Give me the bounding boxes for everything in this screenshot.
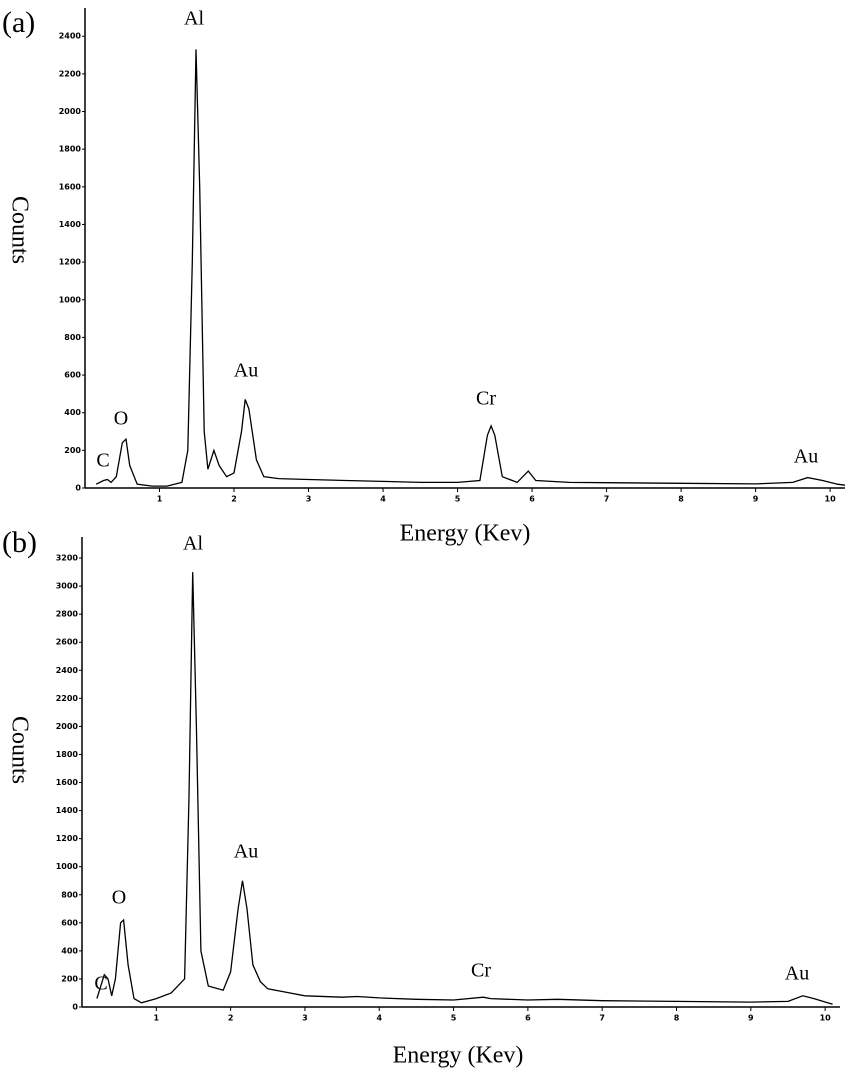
y-tick-label: 200	[61, 974, 78, 983]
y-tick-label: 600	[64, 371, 81, 380]
x-tick-label: 1	[157, 495, 163, 504]
y-tick-label: 1800	[56, 750, 79, 759]
y-tick-label: 200	[64, 446, 81, 455]
x-tick-label: 10	[825, 495, 837, 504]
peak-label: Al	[183, 533, 203, 555]
y-tick-label: 400	[61, 946, 78, 955]
y-tick-label: 1600	[59, 182, 82, 191]
peak-label: C	[94, 973, 107, 995]
y-tick-label: 600	[61, 918, 78, 927]
peak-label: Au	[785, 963, 809, 985]
peak-label: Cr	[471, 960, 491, 982]
y-tick-label: 3200	[56, 554, 79, 563]
peak-label: Au	[794, 446, 818, 468]
y-tick-label: 2600	[56, 638, 79, 647]
y-tick-label: 1000	[56, 862, 79, 871]
y-tick-label: 2000	[59, 107, 82, 116]
x-tick-label: 4	[380, 495, 386, 504]
x-tick-label: 3	[302, 1014, 308, 1023]
y-tick-label: 2800	[56, 610, 79, 619]
y-tick-label: 800	[64, 333, 81, 342]
x-tick-label: 6	[525, 1014, 531, 1023]
y-axis-label: Counts	[6, 196, 32, 264]
y-tick-label: 0	[72, 1003, 78, 1012]
x-tick-label: 7	[604, 495, 610, 504]
peak-label: Cr	[476, 388, 496, 410]
x-tick-label: 7	[599, 1014, 605, 1023]
spectrum-line	[96, 572, 833, 1005]
x-tick-label: 2	[228, 1014, 234, 1023]
peak-label: Au	[234, 360, 258, 382]
x-axis-label: Energy (Kev)	[393, 1043, 524, 1069]
y-tick-label: 1400	[56, 806, 79, 815]
peak-label: Al	[184, 8, 204, 30]
panel-label: (b)	[2, 526, 37, 559]
y-tick-label: 1400	[59, 220, 82, 229]
peak-label: O	[112, 887, 126, 909]
x-tick-label: 9	[748, 1014, 754, 1023]
x-tick-label: 8	[678, 495, 684, 504]
x-tick-label: 4	[376, 1014, 382, 1023]
x-tick-label: 2	[231, 495, 237, 504]
x-tick-label: 5	[451, 1014, 457, 1023]
x-tick-label: 3	[306, 495, 312, 504]
y-tick-label: 3000	[56, 582, 79, 591]
y-tick-label: 2200	[56, 694, 79, 703]
y-axis-label: Counts	[6, 716, 32, 784]
x-tick-label: 5	[455, 495, 461, 504]
spectrum-line	[95, 49, 846, 487]
y-tick-label: 2400	[56, 666, 79, 675]
y-tick-label: 400	[64, 408, 81, 417]
peak-label: O	[114, 408, 128, 430]
y-tick-label: 1800	[59, 145, 82, 154]
peak-label: Au	[234, 841, 258, 863]
x-tick-label: 1	[154, 1014, 160, 1023]
y-tick-label: 1600	[56, 778, 79, 787]
y-tick-label: 0	[75, 484, 81, 493]
y-tick-label: 2400	[59, 32, 82, 41]
panel-label: (a)	[2, 6, 35, 39]
y-tick-label: 800	[61, 890, 78, 899]
y-tick-label: 2000	[56, 722, 79, 731]
x-tick-label: 9	[753, 495, 759, 504]
y-tick-label: 1200	[59, 258, 82, 267]
x-tick-label: 6	[529, 495, 535, 504]
x-axis-label: Energy (Kev)	[400, 521, 531, 547]
y-tick-label: 2200	[59, 69, 82, 78]
y-tick-label: 1200	[56, 834, 79, 843]
x-tick-label: 10	[820, 1014, 832, 1023]
x-tick-label: 8	[674, 1014, 680, 1023]
peak-label: C	[96, 450, 109, 472]
y-tick-label: 1000	[59, 295, 82, 304]
